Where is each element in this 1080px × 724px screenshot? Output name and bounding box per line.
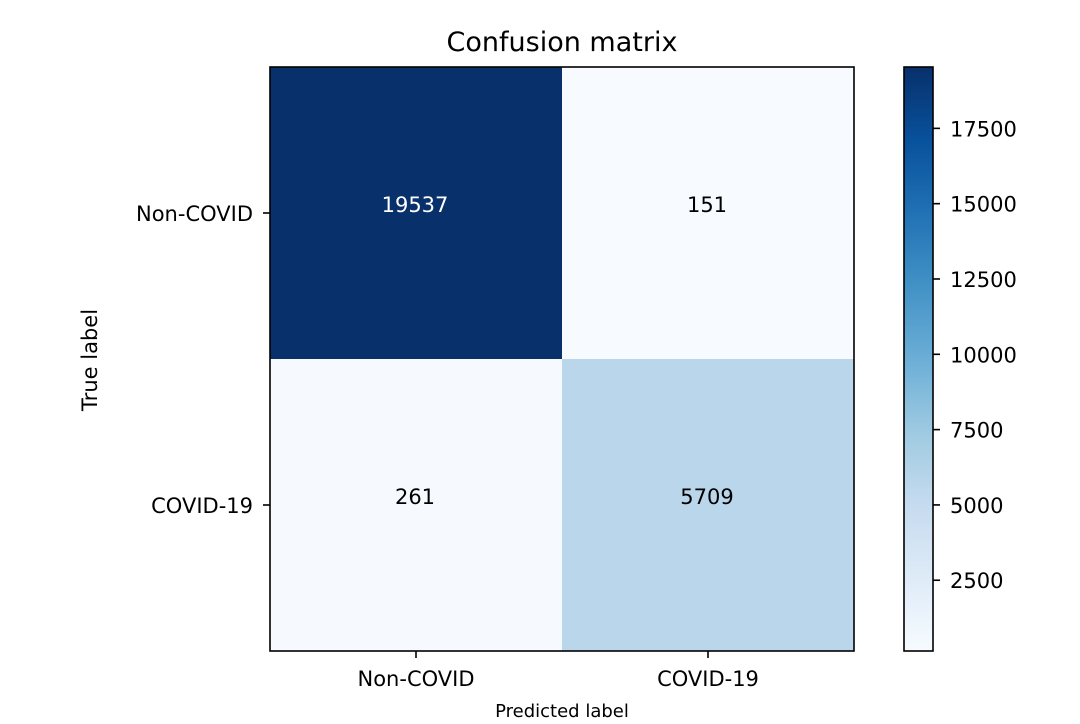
colorbar-tick-label: 15000 (950, 193, 1017, 217)
plot-frame (269, 66, 855, 652)
colorbar-tick-label: 10000 (950, 343, 1017, 367)
matrix-cell (562, 67, 854, 359)
colorbar-ticks: 2500 5000 7500 10000 12500 15000 17500 (933, 117, 1017, 593)
axis-ticks: Non-COVID COVID-19 Non-COVID COVID-19 (136, 202, 759, 691)
y-tick-label: Non-COVID (136, 202, 253, 226)
colorbar-tick-label: 17500 (950, 117, 1017, 141)
cell-value-label: 261 (395, 485, 435, 509)
heatmap-cells: 19537 151 261 5709 (270, 67, 854, 651)
colorbar-gradient (904, 67, 933, 651)
colorbar-tick-label: 12500 (950, 268, 1017, 292)
y-tick-label: COVID-19 (151, 494, 253, 518)
cell-value-label: 5709 (680, 485, 733, 509)
x-tick-label: Non-COVID (358, 667, 475, 691)
matrix-cell (562, 359, 854, 651)
x-axis-label: Predicted label (495, 701, 629, 720)
chart-title: Confusion matrix (447, 27, 678, 58)
cell-value-label: 151 (687, 193, 727, 217)
cell-value-label: 19537 (382, 193, 449, 217)
colorbar-tick-label: 2500 (950, 569, 1003, 593)
y-axis-label: True label (78, 309, 102, 412)
colorbar-tick-label: 5000 (950, 494, 1003, 518)
matrix-cell (270, 67, 562, 359)
matrix-cell (270, 359, 562, 651)
colorbar-frame (903, 66, 934, 652)
colorbar-tick-label: 7500 (950, 419, 1003, 443)
x-tick-label: COVID-19 (657, 667, 759, 691)
